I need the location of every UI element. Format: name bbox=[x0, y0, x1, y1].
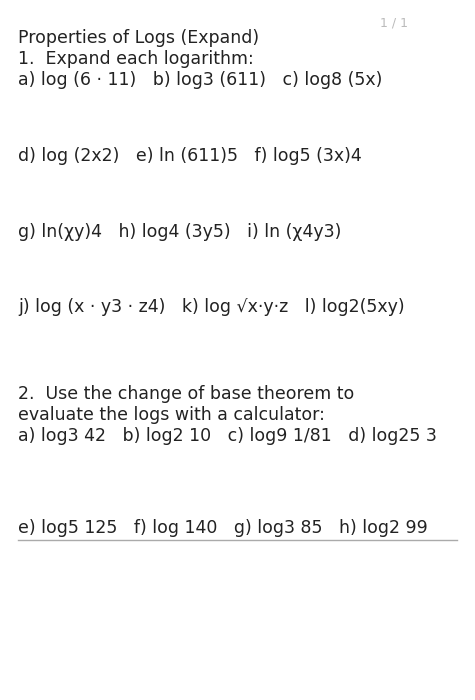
Text: g) ln(χy)4   h) log4 (3y5)   i) ln (χ4y3): g) ln(χy)4 h) log4 (3y5) i) ln (χ4y3) bbox=[18, 223, 342, 241]
Text: a) log3 42   b) log2 10   c) log9 1/81   d) log25 3: a) log3 42 b) log2 10 c) log9 1/81 d) lo… bbox=[18, 427, 437, 445]
Text: a) log (6 · 11)   b) log3 (611)   c) log8 (5x): a) log (6 · 11) b) log3 (611) c) log8 (5… bbox=[18, 71, 382, 90]
Text: 1.  Expand each logarithm:: 1. Expand each logarithm: bbox=[18, 50, 254, 69]
Text: evaluate the logs with a calculator:: evaluate the logs with a calculator: bbox=[18, 406, 325, 424]
Text: d) log (2x2)   e) ln (611)5   f) log5 (3x)4: d) log (2x2) e) ln (611)5 f) log5 (3x)4 bbox=[18, 147, 362, 165]
Text: Properties of Logs (Expand): Properties of Logs (Expand) bbox=[18, 29, 259, 48]
Text: j) log (x · y3 · z4)   k) log √x·y·z   l) log2(5xy): j) log (x · y3 · z4) k) log √x·y·z l) lo… bbox=[18, 298, 405, 316]
Text: e) log5 125   f) log 140   g) log3 85   h) log2 99: e) log5 125 f) log 140 g) log3 85 h) log… bbox=[18, 519, 428, 538]
Text: 1 / 1: 1 / 1 bbox=[380, 17, 408, 30]
Text: 2.  Use the change of base theorem to: 2. Use the change of base theorem to bbox=[18, 385, 354, 403]
